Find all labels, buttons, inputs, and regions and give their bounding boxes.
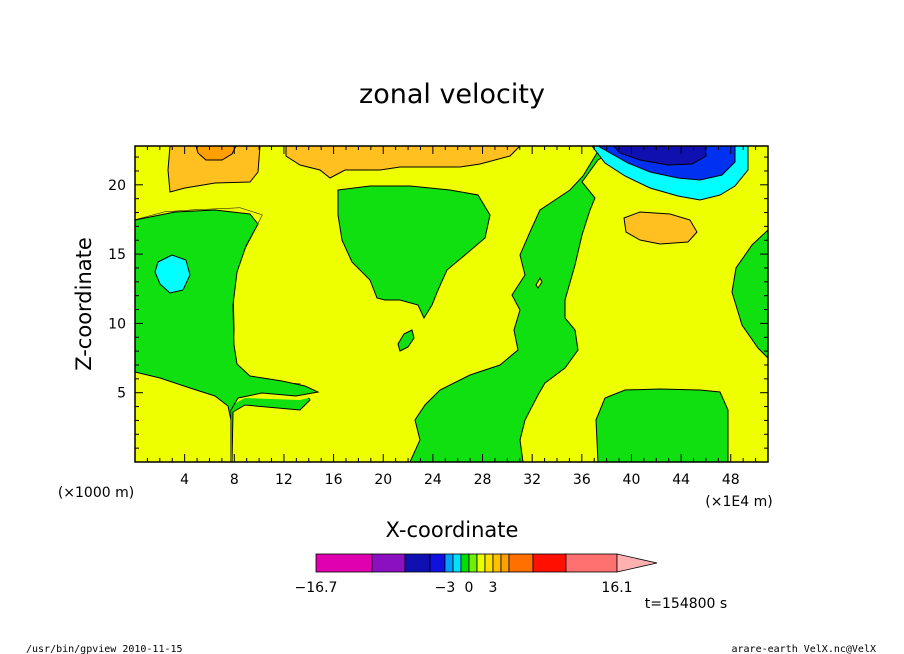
x-tick-label: 20 — [374, 472, 392, 488]
colorbar-arrow — [616, 553, 658, 573]
colorbar-label: 0 — [465, 580, 474, 596]
y-tick-label: 15 — [108, 247, 126, 263]
colorbar-swatch — [452, 553, 462, 573]
colorbar-swatch — [404, 553, 431, 573]
colorbar-swatch — [468, 553, 478, 573]
contour-orange-top-left — [167, 145, 261, 193]
x-tick-label: 24 — [424, 472, 442, 488]
x-tick-label: 28 — [474, 472, 492, 488]
x-unit-left: (×1000 m) — [58, 485, 134, 501]
colorbar-swatch — [492, 553, 502, 573]
colorbar-labels: −16.7 −3 0 3 16.1 — [295, 580, 633, 596]
footer-left: /usr/bin/gpview 2010-11-15 — [26, 644, 183, 654]
colorbar-label: −16.7 — [295, 580, 338, 596]
colorbar-swatch — [476, 553, 486, 573]
colorbar-swatch — [500, 553, 510, 573]
contour-green-blob — [397, 329, 415, 352]
colorbar-swatch — [508, 553, 534, 573]
x-axis: 4 8 12 16 20 24 28 32 36 40 44 48 — [146, 146, 757, 488]
x-tick-label: 48 — [722, 472, 740, 488]
x-tick-label: 8 — [230, 472, 239, 488]
footer-right: arare-earth_VelX.nc@VelX — [732, 644, 877, 654]
colorbar-swatch — [371, 553, 406, 573]
x-tick-label: 12 — [275, 472, 293, 488]
colorbar-swatch — [444, 553, 454, 573]
contour-green-se — [595, 388, 729, 463]
x-tick-label: 4 — [180, 472, 189, 488]
contour-orange-mid-right — [623, 211, 698, 245]
colorbar — [315, 553, 658, 573]
y-tick-label: 5 — [117, 386, 126, 402]
contour-navy-topright — [612, 145, 707, 166]
chart-title: zonal velocity — [359, 79, 545, 110]
x-tick-label: 36 — [573, 472, 591, 488]
y-axis-label: Z-coordinate — [72, 237, 96, 371]
colorbar-swatch — [315, 553, 373, 573]
plot-area — [134, 145, 769, 463]
colorbar-swatch — [429, 553, 446, 573]
colorbar-label: 16.1 — [601, 580, 632, 596]
x-tick-label: 44 — [672, 472, 690, 488]
colorbar-swatch — [484, 553, 494, 573]
time-label: t=154800 s — [645, 596, 727, 612]
x-axis-label: X-coordinate — [386, 518, 519, 542]
contour-orange-top-center — [285, 145, 522, 179]
colorbar-label: 3 — [489, 580, 498, 596]
contour-green-east — [731, 228, 769, 360]
contour-green-dot — [535, 276, 543, 289]
plot-frame — [134, 145, 769, 463]
colorbar-swatch — [565, 553, 618, 573]
y-tick-label: 20 — [108, 178, 126, 194]
x-tick-label: 40 — [623, 472, 641, 488]
x-unit-right: (×1E4 m) — [705, 494, 772, 510]
colorbar-label: −3 — [435, 580, 456, 596]
colorbar-swatch — [532, 553, 567, 573]
contour-green-center — [337, 185, 491, 320]
y-tick-label: 10 — [108, 316, 126, 332]
colorbar-swatch — [460, 553, 470, 573]
x-tick-label: 32 — [523, 472, 541, 488]
x-tick-label: 16 — [325, 472, 343, 488]
contour-cyan-left — [154, 254, 191, 294]
y-axis: 5 10 15 20 — [108, 156, 768, 449]
